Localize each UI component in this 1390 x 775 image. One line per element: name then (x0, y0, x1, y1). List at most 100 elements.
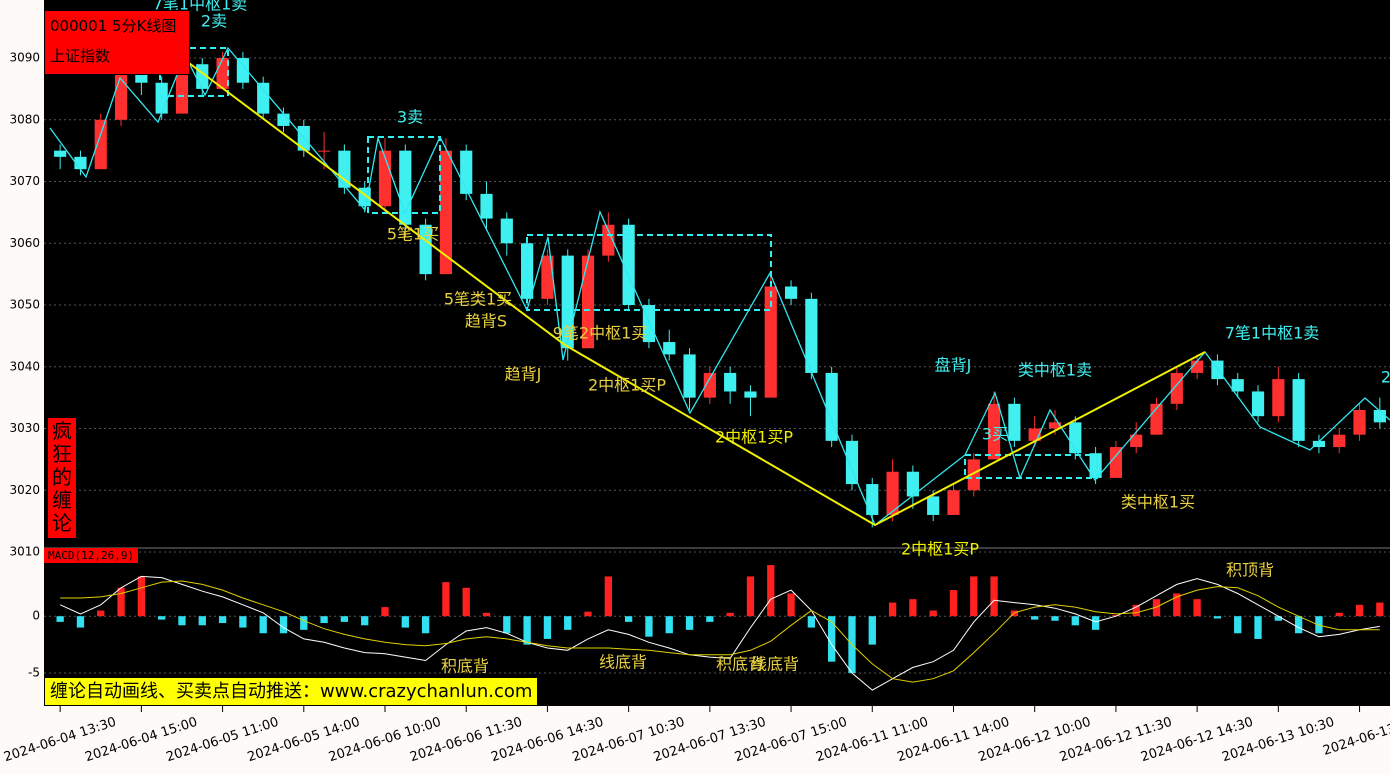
macd-bar (1031, 616, 1039, 620)
macd-bar (746, 576, 755, 617)
annotation: 趋背J (505, 365, 542, 384)
macd-bar (543, 616, 552, 639)
macd-bar (279, 616, 288, 634)
banner: 缠论自动画线、买卖点自动推送：www.crazychanlun.com (44, 677, 539, 706)
macd-bar (300, 616, 308, 630)
candle-body (277, 113, 290, 126)
annotation: 2 (1381, 368, 1390, 387)
macd-bar (56, 616, 64, 622)
candle-body (460, 150, 473, 194)
macd-bar (645, 616, 653, 637)
macd-bar (1274, 616, 1282, 621)
annotation: 3买 (982, 425, 1008, 444)
dea-line (60, 580, 1380, 683)
annotation: 积底背 (441, 657, 489, 676)
candle-body (927, 496, 940, 515)
candle-body (784, 286, 798, 299)
candle-body (1130, 434, 1143, 448)
pivot-box (526, 234, 772, 311)
macd-bar (888, 602, 897, 617)
macd-bar (523, 616, 531, 645)
y-tick-label: 3090 (9, 51, 40, 65)
pivot-box (367, 136, 441, 214)
candle-body (236, 58, 249, 83)
macd-title: MACD(12,26,9) (44, 548, 139, 563)
macd-bar (462, 587, 470, 617)
macd-bar (1091, 616, 1100, 630)
candle-body (663, 342, 676, 355)
macd-bar (767, 565, 775, 617)
macd-bar (665, 616, 673, 634)
macd-bar (990, 576, 998, 617)
macd-bar (198, 616, 206, 626)
side-label: 疯狂的缠论 (48, 418, 76, 538)
candle-body (967, 459, 980, 491)
candle-body (1008, 403, 1021, 441)
macd-bar (442, 582, 450, 617)
macd-bar (624, 616, 633, 622)
y-tick-label: 3060 (9, 236, 40, 250)
annotation: 7笔1中枢1卖 (1225, 324, 1320, 343)
annotation: 盘背J (935, 356, 972, 375)
macd-bar (1132, 604, 1140, 617)
macd-bar (1213, 616, 1222, 619)
candle-body (480, 193, 493, 219)
plot-background (44, 0, 1390, 706)
macd-bar (584, 611, 592, 617)
annotation: 类中枢1买 (1121, 493, 1195, 512)
annotation: 3卖 (397, 108, 423, 127)
candle-body (1231, 379, 1244, 392)
chart-title: 000001 5分K线图 (50, 17, 177, 35)
candle-body (1272, 379, 1285, 417)
macd-bar (868, 616, 876, 645)
candle-body (1191, 360, 1204, 373)
macd-bar (137, 576, 146, 617)
macd-bar (259, 616, 267, 634)
macd-bar (1294, 616, 1303, 634)
macd-bar (949, 590, 958, 617)
candle-body (257, 82, 270, 114)
y-tick-label: 3050 (9, 298, 40, 312)
macd-bar (564, 616, 572, 630)
macd-bar (970, 576, 978, 617)
candle-body (683, 354, 696, 398)
segment-line (184, 59, 1206, 527)
macd-bar (1254, 616, 1262, 639)
macd-bar (218, 616, 227, 624)
macd-bar (239, 616, 247, 628)
macd-bar (1335, 612, 1343, 617)
candle-body (54, 150, 67, 157)
candle-body (886, 471, 899, 515)
macd-bar (482, 612, 491, 617)
stroke-line (49, 46, 1390, 527)
candle-body (906, 471, 919, 497)
candle-body (439, 150, 452, 275)
candle-body (988, 403, 1001, 460)
macd-bar (1112, 615, 1120, 617)
y-tick-label: 0 (32, 609, 40, 623)
candle-body (1333, 434, 1346, 448)
macd-bar (1051, 616, 1059, 621)
pivot-box (964, 454, 1098, 479)
candle-body (744, 391, 757, 398)
annotation: 2中枢1买P (901, 540, 979, 559)
macd-bar (1173, 593, 1181, 617)
candle-body (845, 440, 859, 485)
annotation: 类中枢1卖 (1018, 361, 1092, 380)
candle-body (1292, 379, 1305, 441)
candle-body (318, 150, 331, 152)
macd-bar (361, 616, 369, 626)
candle-body (541, 255, 554, 299)
macd-bar (828, 616, 836, 662)
annotation: 2中枢1买P (588, 376, 666, 395)
annotation: 5笔1买 (387, 225, 439, 244)
annotation: 5笔类1买 (444, 290, 512, 309)
macd-bar (117, 587, 125, 617)
annotation: 9笔2中枢1买 (553, 324, 648, 343)
pivot-box (159, 47, 229, 97)
macd-bar (320, 616, 328, 624)
candle-body (114, 70, 128, 120)
candle-body (947, 490, 960, 515)
macd-bar (706, 616, 714, 622)
